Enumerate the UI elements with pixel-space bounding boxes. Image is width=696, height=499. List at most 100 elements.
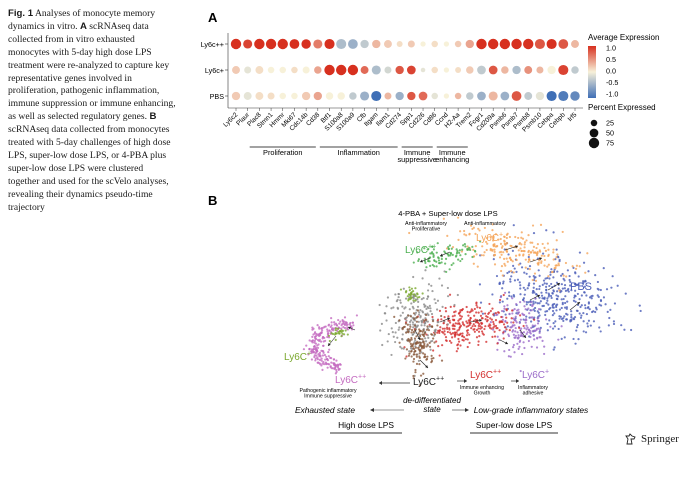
cluster-ly6c-plusplus-magenta-cell (332, 358, 335, 361)
cluster-brown-cell (418, 335, 422, 338)
cluster-brown-cell (407, 354, 411, 357)
cluster-ly6c-plusplus-red-cell (444, 339, 448, 342)
cluster-ly6c-plusplus-magenta-cell (339, 320, 342, 323)
cluster-pbs-cell (602, 296, 606, 299)
legend-size-title: Percent Expressed (588, 103, 656, 112)
cluster-pbs-cell (532, 290, 535, 293)
cluster-brown-cell (417, 341, 420, 344)
cluster-ly6c-plusplus-green-cell (412, 261, 415, 264)
cluster-brown-cell (418, 352, 421, 355)
cluster-ly6c-plusplus-magenta-cell (338, 322, 341, 325)
cluster-pbs-cell (552, 276, 555, 279)
cluster-pbs-cell (563, 283, 567, 287)
cluster-ly6c-plusplus-red-cell (460, 315, 463, 318)
cluster-ly6c-plus-orange-cell (472, 226, 475, 229)
cluster-gray-cell (405, 319, 408, 322)
cluster-ly6c-plus-purple-cell (517, 336, 520, 339)
cluster-pbs-cell (508, 294, 511, 297)
cluster-ly6c-plusplus-red-cell (469, 322, 472, 325)
legend-color-tick-1: 0.5 (606, 55, 616, 64)
cluster-ly6c-plus-purple-cell (519, 339, 522, 342)
cluster-ly6c-plusplus-red-cell (519, 314, 522, 317)
row-label-1: Ly6c+ (205, 66, 224, 75)
cluster-pbs-cell (608, 316, 611, 320)
cluster-ly6c-plusplus-red-cell (435, 340, 438, 343)
cluster-ly6c-plus-orange-cell (460, 250, 464, 253)
cluster-ly6c-plus-purple-cell (509, 355, 512, 358)
cluster-ly6c-plus-purple-cell (530, 309, 533, 312)
legend-size-tick-0: 25 (606, 119, 614, 128)
cluster-pbs-cell (566, 269, 569, 272)
cluster-ly6c-plus-purple-cell (536, 319, 539, 322)
cluster-ly6c-plusplus-red-cell (503, 326, 507, 329)
cluster-ly6c-plusplus-magenta-cell (321, 368, 324, 371)
dot-Ly6c+-H2-Aa (455, 67, 462, 73)
cluster-gray-cell (456, 293, 459, 297)
cluster-ly6c-plus-orange-cell (529, 241, 532, 244)
cluster-ly6c-plusplus-magenta-cell (312, 333, 315, 336)
cluster-pbs-cell (530, 320, 533, 323)
cluster-ly6c-plusplus-magenta-cell (325, 363, 328, 366)
cluster-ly6c-plusplus-magenta-cell (322, 351, 325, 354)
cluster-gray-cell (397, 295, 400, 299)
cluster-pbs-cell (524, 288, 527, 291)
cluster-ly6c-plus-purple-cell (514, 315, 517, 318)
cluster-pbs-cell (546, 297, 549, 300)
cluster-ly6c-plusplus-magenta-cell (313, 355, 316, 359)
cluster-ly6c-plusplus-red-cell (511, 309, 514, 312)
cluster-ly6c-plus-orange-cell (474, 244, 477, 248)
cluster-ly6c-plusplus-red-cell (466, 310, 469, 314)
cluster-ly6c-plusplus-red-cell (453, 314, 456, 317)
cluster-ly6c-plus-orange-cell (543, 254, 546, 258)
dot-Ly6c++-Psmb7 (511, 38, 522, 50)
row-label-2: PBS (210, 92, 225, 101)
cluster-ly6c-plus-orange-cell (527, 250, 530, 254)
cluster-ly6c-plus-orange-cell (564, 261, 568, 265)
cluster-ly6c-plus-orange-cell (477, 227, 480, 230)
cluster-ly6c-plusplus-magenta-cell (327, 324, 330, 327)
panel-b-letter: B (208, 193, 217, 208)
cluster-pbs-cell (587, 319, 591, 322)
cluster-ly6c-plusplus-magenta-cell (341, 320, 345, 323)
cluster-brown-cell (423, 344, 426, 347)
cluster-pbs-cell (564, 306, 567, 309)
cluster-pbs-cell (534, 276, 537, 279)
cluster-brown-cell (411, 344, 414, 347)
cluster-ly6c-plus-purple-cell (513, 308, 516, 311)
cluster-pbs-cell (542, 279, 546, 282)
cluster-ly6c-plus-orange-cell (546, 265, 549, 268)
cluster-ly6c-plus-purple-cell (525, 319, 528, 322)
velocity-arrowhead-3 (515, 245, 518, 249)
cluster-pbs-cell (527, 255, 530, 259)
cluster-ly6c-plusplus-red-cell (484, 325, 487, 328)
cluster-gray-cell (419, 308, 422, 312)
dot-Ly6c++-Fcgr1 (476, 38, 487, 50)
cluster-ly6c-plusplus-red-cell (487, 312, 490, 315)
cluster-pbs-cell (525, 300, 528, 304)
cluster-ly6c-plus-purple-cell (534, 297, 537, 300)
group-label-3: Immune enhancing (435, 148, 469, 164)
cluster-ly6c-plusplus-red-cell (454, 322, 457, 325)
cluster-pbs-cell (588, 308, 591, 311)
cluster-ly6c-plusplus-red-cell (465, 305, 468, 309)
cluster-ly6c-plus-purple-cell (527, 307, 530, 310)
cluster-ly6c-plus-purple-cell (525, 332, 528, 336)
cluster-ly6c-plus-purple-cell (513, 324, 516, 327)
dot-Ly6c+-S100a9 (347, 64, 359, 76)
cluster-ly6c-plusplus-magenta-cell (326, 328, 329, 331)
cluster-ly6c-plusplus-red-cell (445, 326, 449, 329)
cluster-brown-cell (430, 333, 433, 336)
dot-PBS-Cd226 (418, 91, 428, 101)
cluster-pbs-cell (559, 291, 562, 294)
cluster-ly6c-plusplus-magenta-cell (318, 351, 322, 354)
cluster-ly6c-plus-orange-cell (536, 243, 539, 246)
cluster-ly6c-plus-orange-cell (463, 229, 466, 233)
cluster-ly6c-plusplus-red-cell (458, 323, 461, 326)
cluster-ly6c-plusplus-red-cell (474, 324, 477, 328)
cluster-ly6c-plus-orange-cell (534, 251, 537, 254)
cluster-ly6c-plusplus-magenta-cell (330, 317, 333, 320)
cluster-pbs-cell (506, 271, 509, 275)
cluster-ly6c-plusplus-green-cell (433, 265, 436, 268)
cluster-ly6c-plus-orange-cell (522, 249, 525, 253)
cluster-ly6c-plusplus-green-cell (435, 260, 438, 263)
